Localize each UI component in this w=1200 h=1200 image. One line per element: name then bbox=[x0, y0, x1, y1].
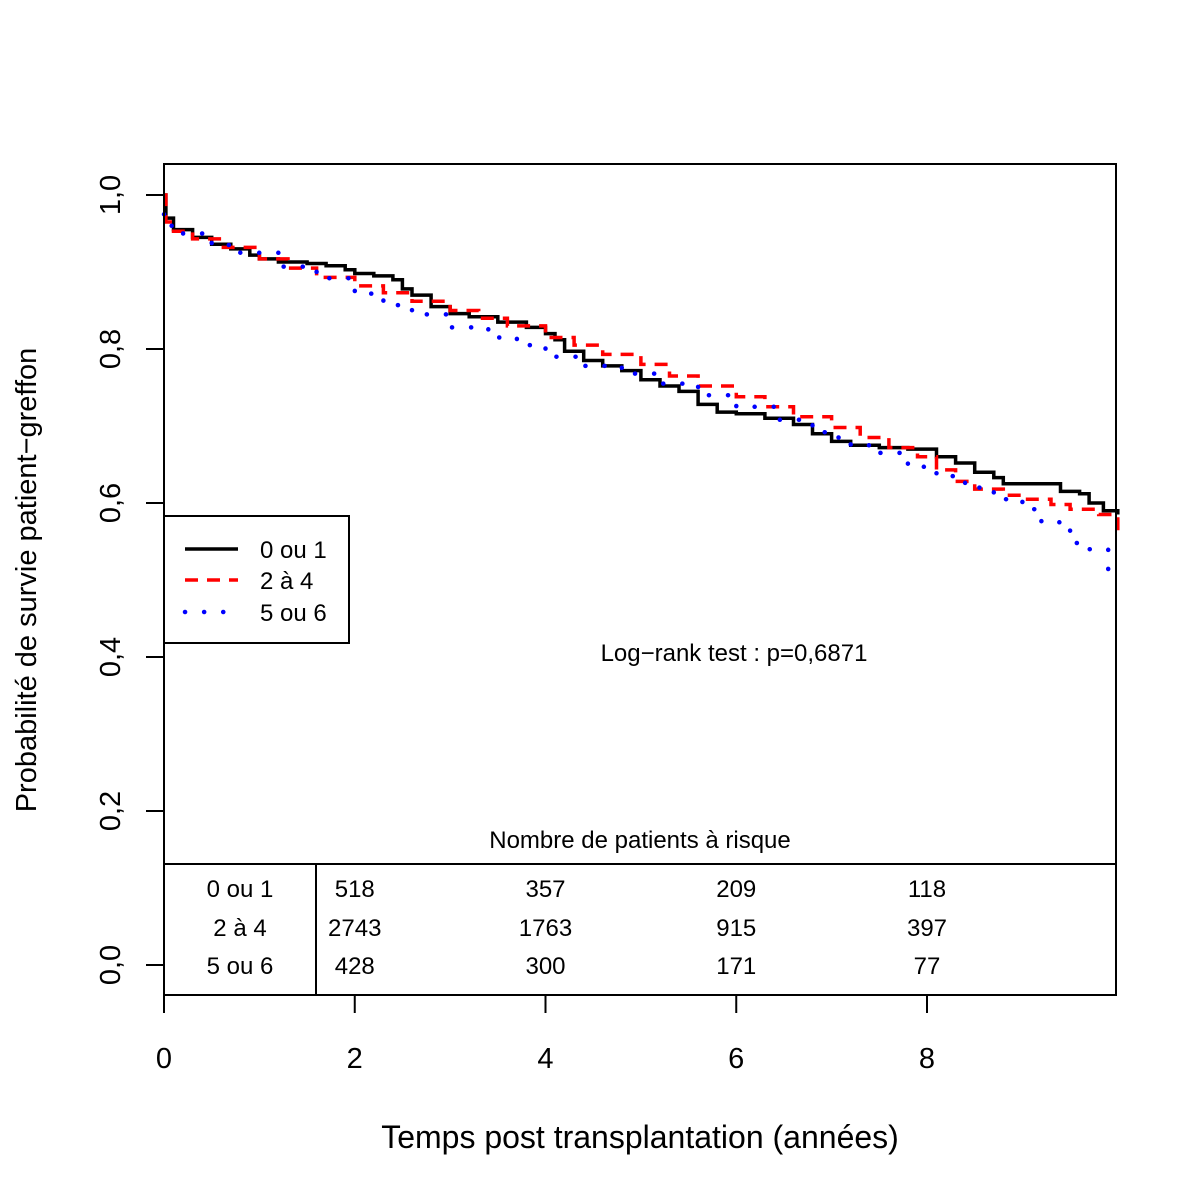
risk-table-title: Nombre de patients à risque bbox=[489, 827, 791, 854]
y-tick-label: 0,2 bbox=[95, 791, 127, 831]
survival-curves bbox=[161, 193, 1120, 583]
risk-value: 428 bbox=[335, 953, 375, 980]
risk-row-label: 2 à 4 bbox=[213, 915, 266, 942]
risk-value: 209 bbox=[716, 876, 756, 903]
risk-value: 357 bbox=[525, 876, 565, 903]
risk-value: 915 bbox=[716, 915, 756, 942]
risk-table: 0 ou 1 518 357 209 118 2 à 4 2743 1763 915 397 5 o… bbox=[164, 863, 1116, 995]
y-tick-label: 1,0 bbox=[95, 175, 127, 215]
logrank-annotation: Log−rank test : p=0,6871 bbox=[601, 640, 868, 667]
y-tick-label: 0,6 bbox=[95, 483, 127, 523]
risk-value: 77 bbox=[914, 953, 941, 980]
curve-3 bbox=[161, 212, 1111, 583]
y-tick-label: 0,8 bbox=[95, 329, 127, 369]
y-axis-label: Probabilité de survie patient−greffon bbox=[11, 348, 43, 813]
x-tick-label: 4 bbox=[537, 1043, 553, 1075]
legend-label: 5 ou 6 bbox=[260, 600, 327, 627]
x-tick-label: 6 bbox=[728, 1043, 744, 1075]
plot-frame bbox=[163, 163, 1117, 996]
legend: 0 ou 1 2 à 4 5 ou 6 bbox=[163, 515, 350, 644]
risk-value: 171 bbox=[716, 953, 756, 980]
risk-value: 118 bbox=[908, 876, 946, 903]
risk-value: 518 bbox=[335, 876, 375, 903]
legend-label: 2 à 4 bbox=[260, 568, 313, 595]
risk-value: 397 bbox=[907, 915, 947, 942]
x-tick-label: 2 bbox=[347, 1043, 363, 1075]
x-tick-label: 8 bbox=[919, 1043, 935, 1075]
x-axis-label: Temps post transplantation (années) bbox=[381, 1119, 899, 1155]
y-tick-label: 0,4 bbox=[95, 637, 127, 677]
curve-1 bbox=[164, 193, 1120, 515]
risk-value: 2743 bbox=[328, 915, 381, 942]
x-tick-label: 0 bbox=[156, 1043, 172, 1075]
risk-value: 1763 bbox=[519, 915, 572, 942]
risk-value: 300 bbox=[525, 953, 565, 980]
y-tick-label: 0,0 bbox=[95, 945, 127, 985]
risk-row-label: 0 ou 1 bbox=[207, 876, 274, 903]
legend-label: 0 ou 1 bbox=[260, 537, 327, 564]
risk-row-label: 5 ou 6 bbox=[207, 953, 274, 980]
